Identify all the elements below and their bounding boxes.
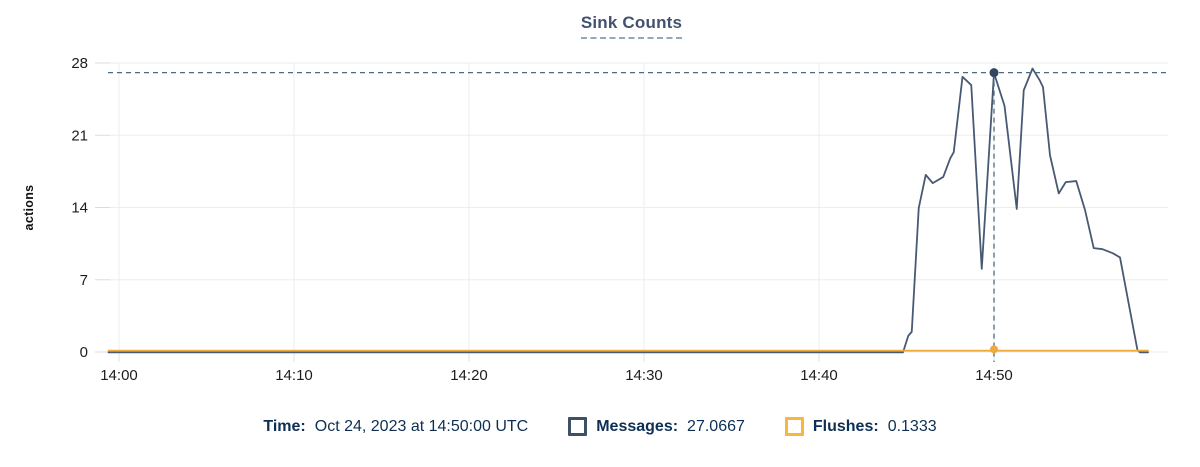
svg-text:28: 28	[71, 55, 88, 72]
chart-title[interactable]: Sink Counts	[580, 13, 683, 39]
tooltip-time-label: Time:	[263, 417, 306, 435]
svg-text:14:50: 14:50	[975, 367, 1013, 384]
tooltip-messages-value: 27.0667	[687, 417, 745, 435]
flushes-series-swatch-icon	[784, 417, 804, 436]
chart-header: Sink Counts	[95, 13, 1168, 39]
hover-tooltip-bar: Time: Oct 24, 2023 at 14:50:00 UTC Messa…	[0, 417, 1200, 436]
messages-series-swatch-icon	[568, 417, 588, 436]
svg-text:actions: actions	[22, 185, 36, 231]
tooltip-messages-group: Messages: 27.0667	[568, 417, 745, 436]
svg-text:14:40: 14:40	[800, 367, 838, 384]
svg-text:14:10: 14:10	[275, 367, 313, 384]
tooltip-flushes-label: Flushes:	[812, 417, 879, 435]
svg-text:0: 0	[80, 344, 88, 361]
messages-hover-marker	[989, 68, 999, 78]
svg-text:14:30: 14:30	[625, 367, 663, 384]
tooltip-flushes-value: 0.1333	[887, 417, 937, 435]
tooltip-flushes-group: Flushes: 0.1333	[784, 417, 937, 436]
tooltip-time-group: Time: Oct 24, 2023 at 14:50:00 UTC	[263, 418, 528, 436]
svg-text:14: 14	[71, 200, 88, 217]
svg-text:21: 21	[71, 127, 88, 144]
svg-text:7: 7	[80, 272, 88, 289]
svg-text:14:20: 14:20	[450, 367, 488, 384]
tooltip-time-value: Oct 24, 2023 at 14:50:00 UTC	[314, 417, 529, 435]
svg-text:14:00: 14:00	[100, 367, 138, 384]
tooltip-messages-label: Messages:	[596, 417, 679, 435]
flushes-hover-marker	[990, 345, 998, 354]
